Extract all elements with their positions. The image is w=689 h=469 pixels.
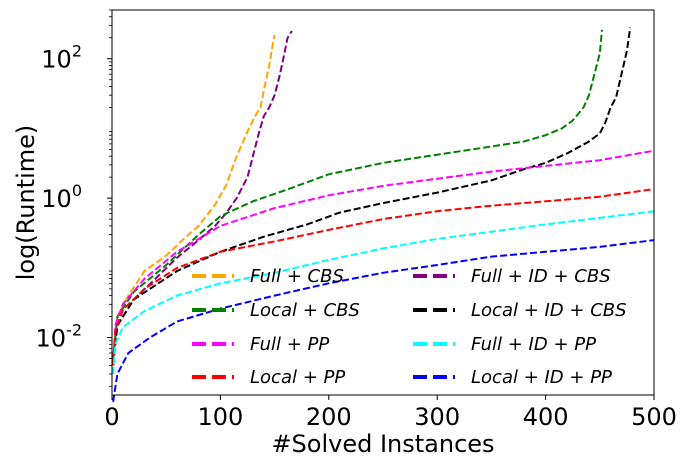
x-tick-label: 300: [414, 403, 460, 431]
series-line-local-id-cbs: [112, 27, 632, 366]
y-axis-label: log(Runtime): [12, 125, 40, 281]
series-line-full-id-pp: [112, 210, 655, 375]
legend-item-local-pp: Local + PP: [192, 367, 345, 388]
legend-item-full-pp: Full + PP: [192, 334, 329, 355]
x-axis-label: #Solved Instances: [271, 430, 494, 458]
series-line-full-pp: [112, 149, 655, 366]
legend-item-full-cbs: Full + CBS: [192, 266, 344, 287]
legend: Full + CBS Full + ID + CBS Local + CBS Loca…: [192, 266, 627, 388]
legend-item-full-id-cbs: Full + ID + CBS: [413, 266, 611, 287]
x-tick-label: 0: [104, 403, 119, 431]
legend-label: Full + ID + PP: [471, 334, 596, 355]
x-tick-label: 500: [631, 403, 677, 431]
legend-label: Full + CBS: [250, 266, 344, 287]
legend-item-local-id-pp: Local + ID + PP: [413, 367, 612, 388]
legend-label: Local + ID + CBS: [471, 300, 627, 321]
series-line-local-pp: [112, 188, 655, 366]
x-tick-label: 400: [523, 403, 569, 431]
legend-label: Full + ID + CBS: [471, 266, 611, 287]
plot-lines: [112, 27, 655, 402]
legend-label: Local + CBS: [250, 300, 360, 321]
legend-label: Local + PP: [250, 367, 345, 388]
y-tick-label: 100: [41, 181, 82, 213]
legend-label: Full + PP: [250, 334, 329, 355]
x-tick-label: 200: [306, 403, 352, 431]
legend-item-full-id-pp: Full + ID + PP: [413, 334, 596, 355]
y-tick-label: 102: [41, 42, 82, 74]
y-tick-label: 10-2: [36, 321, 83, 353]
series-line-local-cbs: [112, 29, 603, 359]
x-axis: 0 100 200 300 400 500: [104, 395, 677, 431]
legend-item-local-id-cbs: Local + ID + CBS: [413, 300, 627, 321]
series-line-local-id-pp: [112, 239, 655, 402]
plot-frame: [111, 9, 655, 396]
y-axis: 10-2 100 102: [36, 9, 112, 387]
x-tick-label: 100: [197, 403, 243, 431]
series-line-full-id-cbs: [112, 30, 293, 366]
series-line-full-cbs: [112, 34, 276, 359]
legend-item-local-cbs: Local + CBS: [192, 300, 360, 321]
legend-label: Local + ID + PP: [471, 367, 612, 388]
